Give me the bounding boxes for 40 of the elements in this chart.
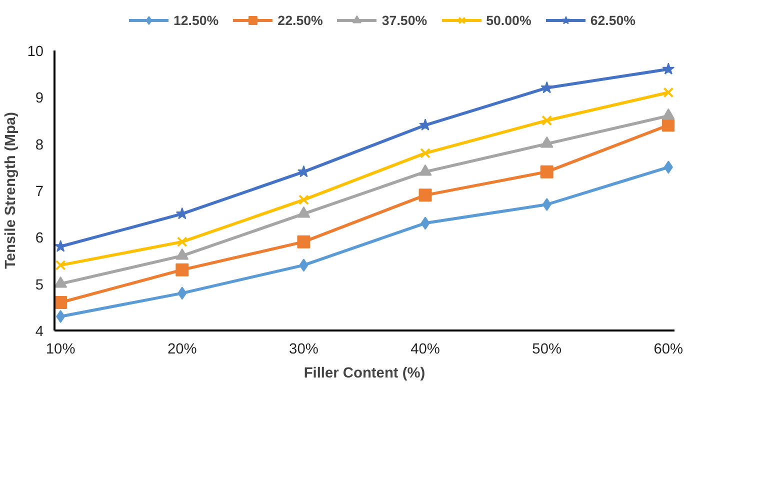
point	[418, 188, 432, 202]
y-axis-title: Tensile Strength (Mpa)	[3, 112, 20, 269]
y-tick-label: 10	[27, 44, 44, 60]
point	[178, 286, 187, 300]
point	[420, 216, 430, 230]
y-tick-label: 6	[35, 230, 44, 247]
x-tick-label: 10%	[46, 342, 76, 358]
point	[420, 148, 431, 158]
legend-label: 12.50%	[173, 12, 219, 28]
y-tick-label: 8	[35, 137, 44, 154]
point	[540, 165, 554, 178]
point	[542, 198, 552, 211]
point	[298, 165, 310, 178]
point	[298, 194, 309, 206]
point	[663, 87, 674, 98]
x-tick-label: 50%	[532, 342, 562, 358]
y-tick-label: 5	[35, 277, 44, 294]
point	[299, 258, 308, 272]
legend-label: 37.50%	[382, 12, 428, 28]
point	[55, 260, 66, 270]
x-tick-label: 40%	[410, 342, 440, 358]
point	[540, 81, 554, 94]
point	[662, 62, 674, 75]
x-tick-label: 20%	[167, 342, 197, 358]
point	[176, 263, 189, 276]
legend-label: 22.50%	[278, 12, 323, 28]
point	[297, 235, 310, 248]
point	[56, 310, 66, 323]
point	[54, 296, 68, 309]
legend-label: 50.00%	[486, 12, 532, 28]
point	[176, 236, 188, 248]
x-tick-label: 30%	[289, 342, 318, 358]
y-tick-label: 4	[35, 324, 44, 340]
legend-label: 62.50%	[590, 12, 636, 28]
y-tick-label: 7	[35, 184, 44, 200]
y-tick-label: 9	[35, 90, 44, 107]
point	[542, 115, 552, 126]
x-tick-label: 60%	[654, 342, 684, 358]
point	[664, 160, 673, 174]
x-axis-title: Filler Content (%)	[304, 366, 426, 382]
